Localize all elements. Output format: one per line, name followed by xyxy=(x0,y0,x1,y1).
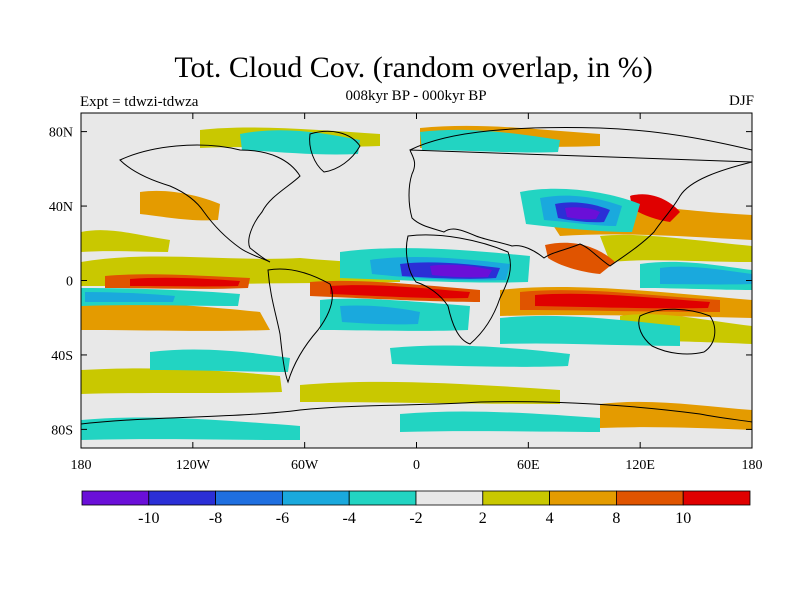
anomaly-region xyxy=(600,234,752,262)
plot-subtitle: 008kyr BP - 000kyr BP xyxy=(345,88,487,104)
x-tick-label: 180 xyxy=(71,458,92,473)
anomaly-region xyxy=(660,266,752,285)
anomaly-region xyxy=(85,292,175,302)
colorbar-swatch xyxy=(348,490,417,506)
anomaly-region xyxy=(81,417,300,440)
y-axis: 80N 40N 0 40S 80S xyxy=(49,126,752,438)
anomaly-region xyxy=(150,349,290,372)
y-tick-label: 40N xyxy=(49,200,73,215)
anomaly-region xyxy=(240,130,360,155)
coastline-africa xyxy=(405,234,511,345)
anomaly-region xyxy=(81,368,282,394)
plot-title: Tot. Cloud Cov. (random overlap, in %) xyxy=(174,51,653,84)
colorbar-swatch xyxy=(148,490,217,506)
anomaly-region xyxy=(600,401,752,430)
colorbar-swatch xyxy=(281,490,350,506)
coastlines xyxy=(81,127,752,425)
coastline-greenland xyxy=(309,130,361,173)
season-label: DJF xyxy=(728,93,754,109)
anomaly-region xyxy=(81,230,170,252)
colorbar-swatch xyxy=(549,490,617,506)
colorbar: -10 -8 -6 -4 -2 2 4 8 10 xyxy=(81,490,751,527)
anomaly-region xyxy=(300,381,560,404)
anomaly-region xyxy=(535,293,710,309)
coastline-eurasia xyxy=(408,127,752,267)
anomaly-region xyxy=(81,302,270,331)
colorbar-swatch xyxy=(482,490,550,506)
colorbar-swatch xyxy=(81,490,150,506)
anomaly-region xyxy=(140,190,220,221)
y-tick-label: 80S xyxy=(51,423,73,438)
x-tick-label: 180 xyxy=(742,458,763,473)
colorbar-swatch xyxy=(415,490,484,506)
colorbar-tick-label: -6 xyxy=(276,510,289,527)
anomaly-region xyxy=(500,315,680,346)
y-tick-label: 80N xyxy=(49,126,73,141)
anomaly-region xyxy=(430,264,492,278)
y-tick-label: 40S xyxy=(51,349,73,364)
coastline-antarctica xyxy=(81,401,752,425)
x-tick-label: 60E xyxy=(517,458,540,473)
anomaly-region xyxy=(630,194,680,222)
colorbar-tick-label: -4 xyxy=(343,510,356,527)
colorbar-tick-label: 10 xyxy=(675,510,691,527)
x-tick-label: 120W xyxy=(176,458,211,473)
coastline-north-america xyxy=(119,144,301,263)
colorbar-swatch xyxy=(215,490,283,506)
colorbar-tick-label: -8 xyxy=(209,510,222,527)
x-tick-label: 120E xyxy=(625,458,655,473)
x-tick-label: 0 xyxy=(413,458,420,473)
anomaly-region xyxy=(390,345,570,367)
x-tick-label: 60W xyxy=(291,458,319,473)
colorbar-swatch xyxy=(682,490,751,506)
colorbar-tick-label: -2 xyxy=(409,510,422,527)
anomaly-region xyxy=(330,285,470,299)
anomaly-region xyxy=(130,277,240,287)
anomaly-region xyxy=(400,411,600,432)
colorbar-tick-label: 4 xyxy=(546,510,554,527)
colorbar-tick-label: -10 xyxy=(138,510,159,527)
colorbar-tick-label: 8 xyxy=(612,510,620,527)
colorbar-tick-label: 2 xyxy=(479,510,487,527)
y-tick-label: 0 xyxy=(66,275,73,290)
experiment-label: Expt = tdwzi-tdwza xyxy=(80,94,199,110)
anomaly-region xyxy=(340,305,420,325)
coastline-south-america xyxy=(267,268,333,384)
colorbar-swatch xyxy=(616,490,684,506)
coastline-australia xyxy=(638,308,716,355)
x-axis: 180 120W 60W 0 60E 120E 180 xyxy=(71,113,763,473)
anomaly-region xyxy=(565,207,600,220)
